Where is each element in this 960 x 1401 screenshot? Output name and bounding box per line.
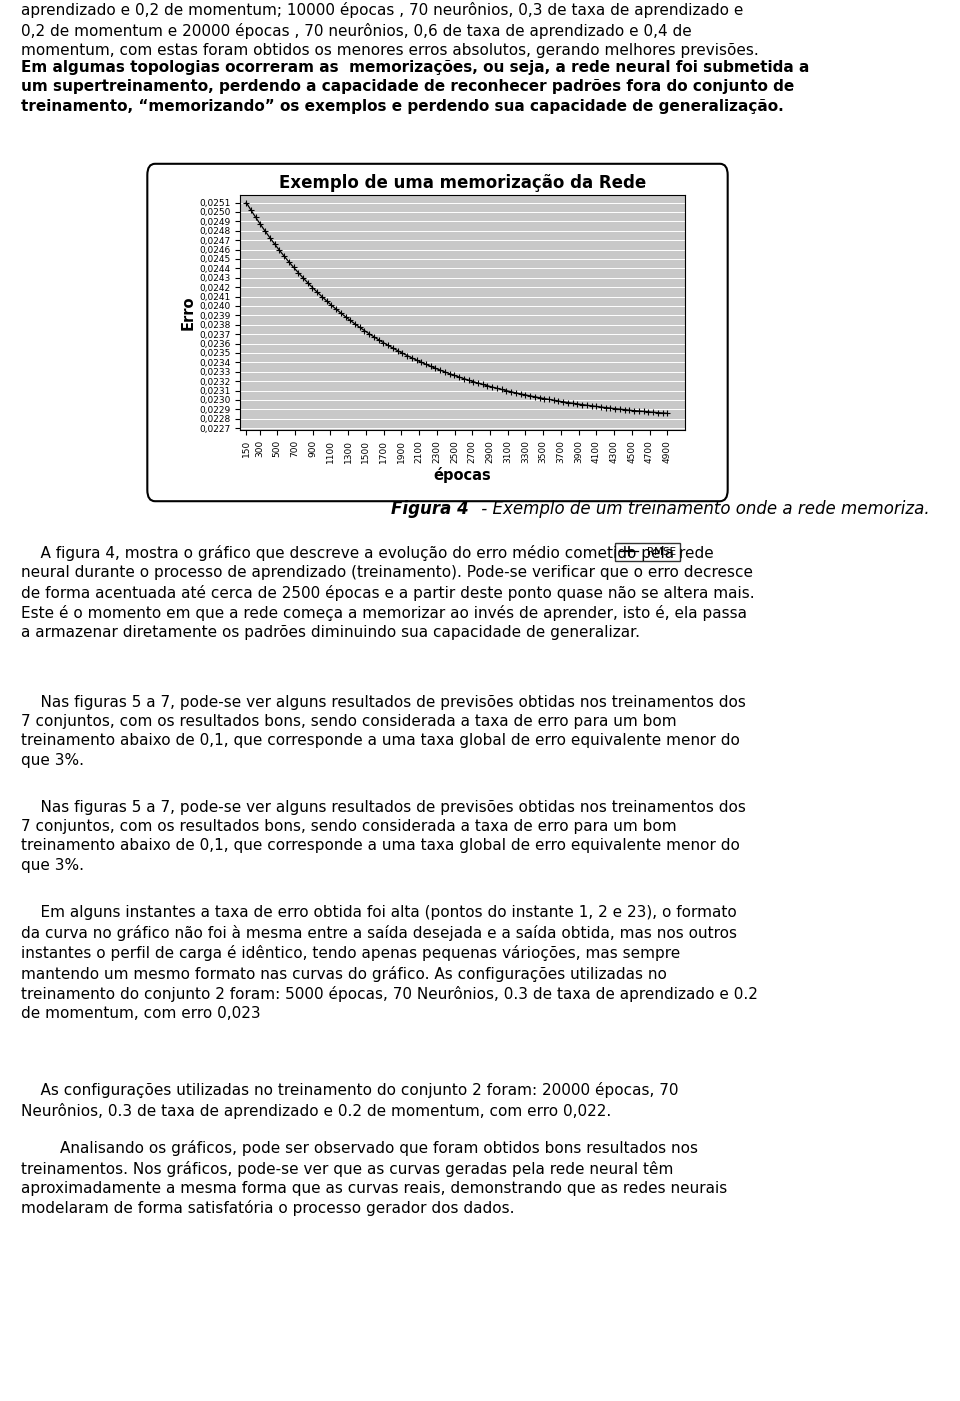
Text: A figura 4, mostra o gráfico que descreve a evolução do erro médio cometido pela: A figura 4, mostra o gráfico que descrev… — [21, 545, 755, 640]
Text: - Exemplo de um treinamento onde a rede memoriza.: - Exemplo de um treinamento onde a rede … — [476, 500, 929, 518]
Y-axis label: Erro: Erro — [181, 296, 196, 329]
Text: Em algumas topologias ocorreram as  memorizações, ou seja, a rede neural foi sub: Em algumas topologias ocorreram as memor… — [21, 60, 809, 113]
Legend: RMSE: RMSE — [615, 542, 680, 560]
Text: aprendizado e 0,2 de momentum; 10000 épocas , 70 neurônios, 0,3 de taxa de apren: aprendizado e 0,2 de momentum; 10000 épo… — [21, 1, 758, 57]
Text: As configurações utilizadas no treinamento do conjunto 2 foram: 20000 épocas, 70: As configurações utilizadas no treinamen… — [21, 1082, 679, 1118]
Text: Figura 4: Figura 4 — [391, 500, 468, 518]
Text: Em alguns instantes a taxa de erro obtida foi alta (pontos do instante 1, 2 e 23: Em alguns instantes a taxa de erro obtid… — [21, 905, 758, 1021]
X-axis label: épocas: épocas — [434, 467, 492, 483]
Text: Nas figuras 5 a 7, pode-se ver alguns resultados de previsões obtidas nos treina: Nas figuras 5 a 7, pode-se ver alguns re… — [21, 695, 746, 768]
Title: Exemplo de uma memorização da Rede: Exemplo de uma memorização da Rede — [278, 174, 646, 192]
Text: Analisando os gráficos, pode ser observado que foram obtidos bons resultados nos: Analisando os gráficos, pode ser observa… — [21, 1140, 728, 1216]
Text: Nas figuras 5 a 7, pode-se ver alguns resultados de previsões obtidas nos treina: Nas figuras 5 a 7, pode-se ver alguns re… — [21, 800, 746, 873]
